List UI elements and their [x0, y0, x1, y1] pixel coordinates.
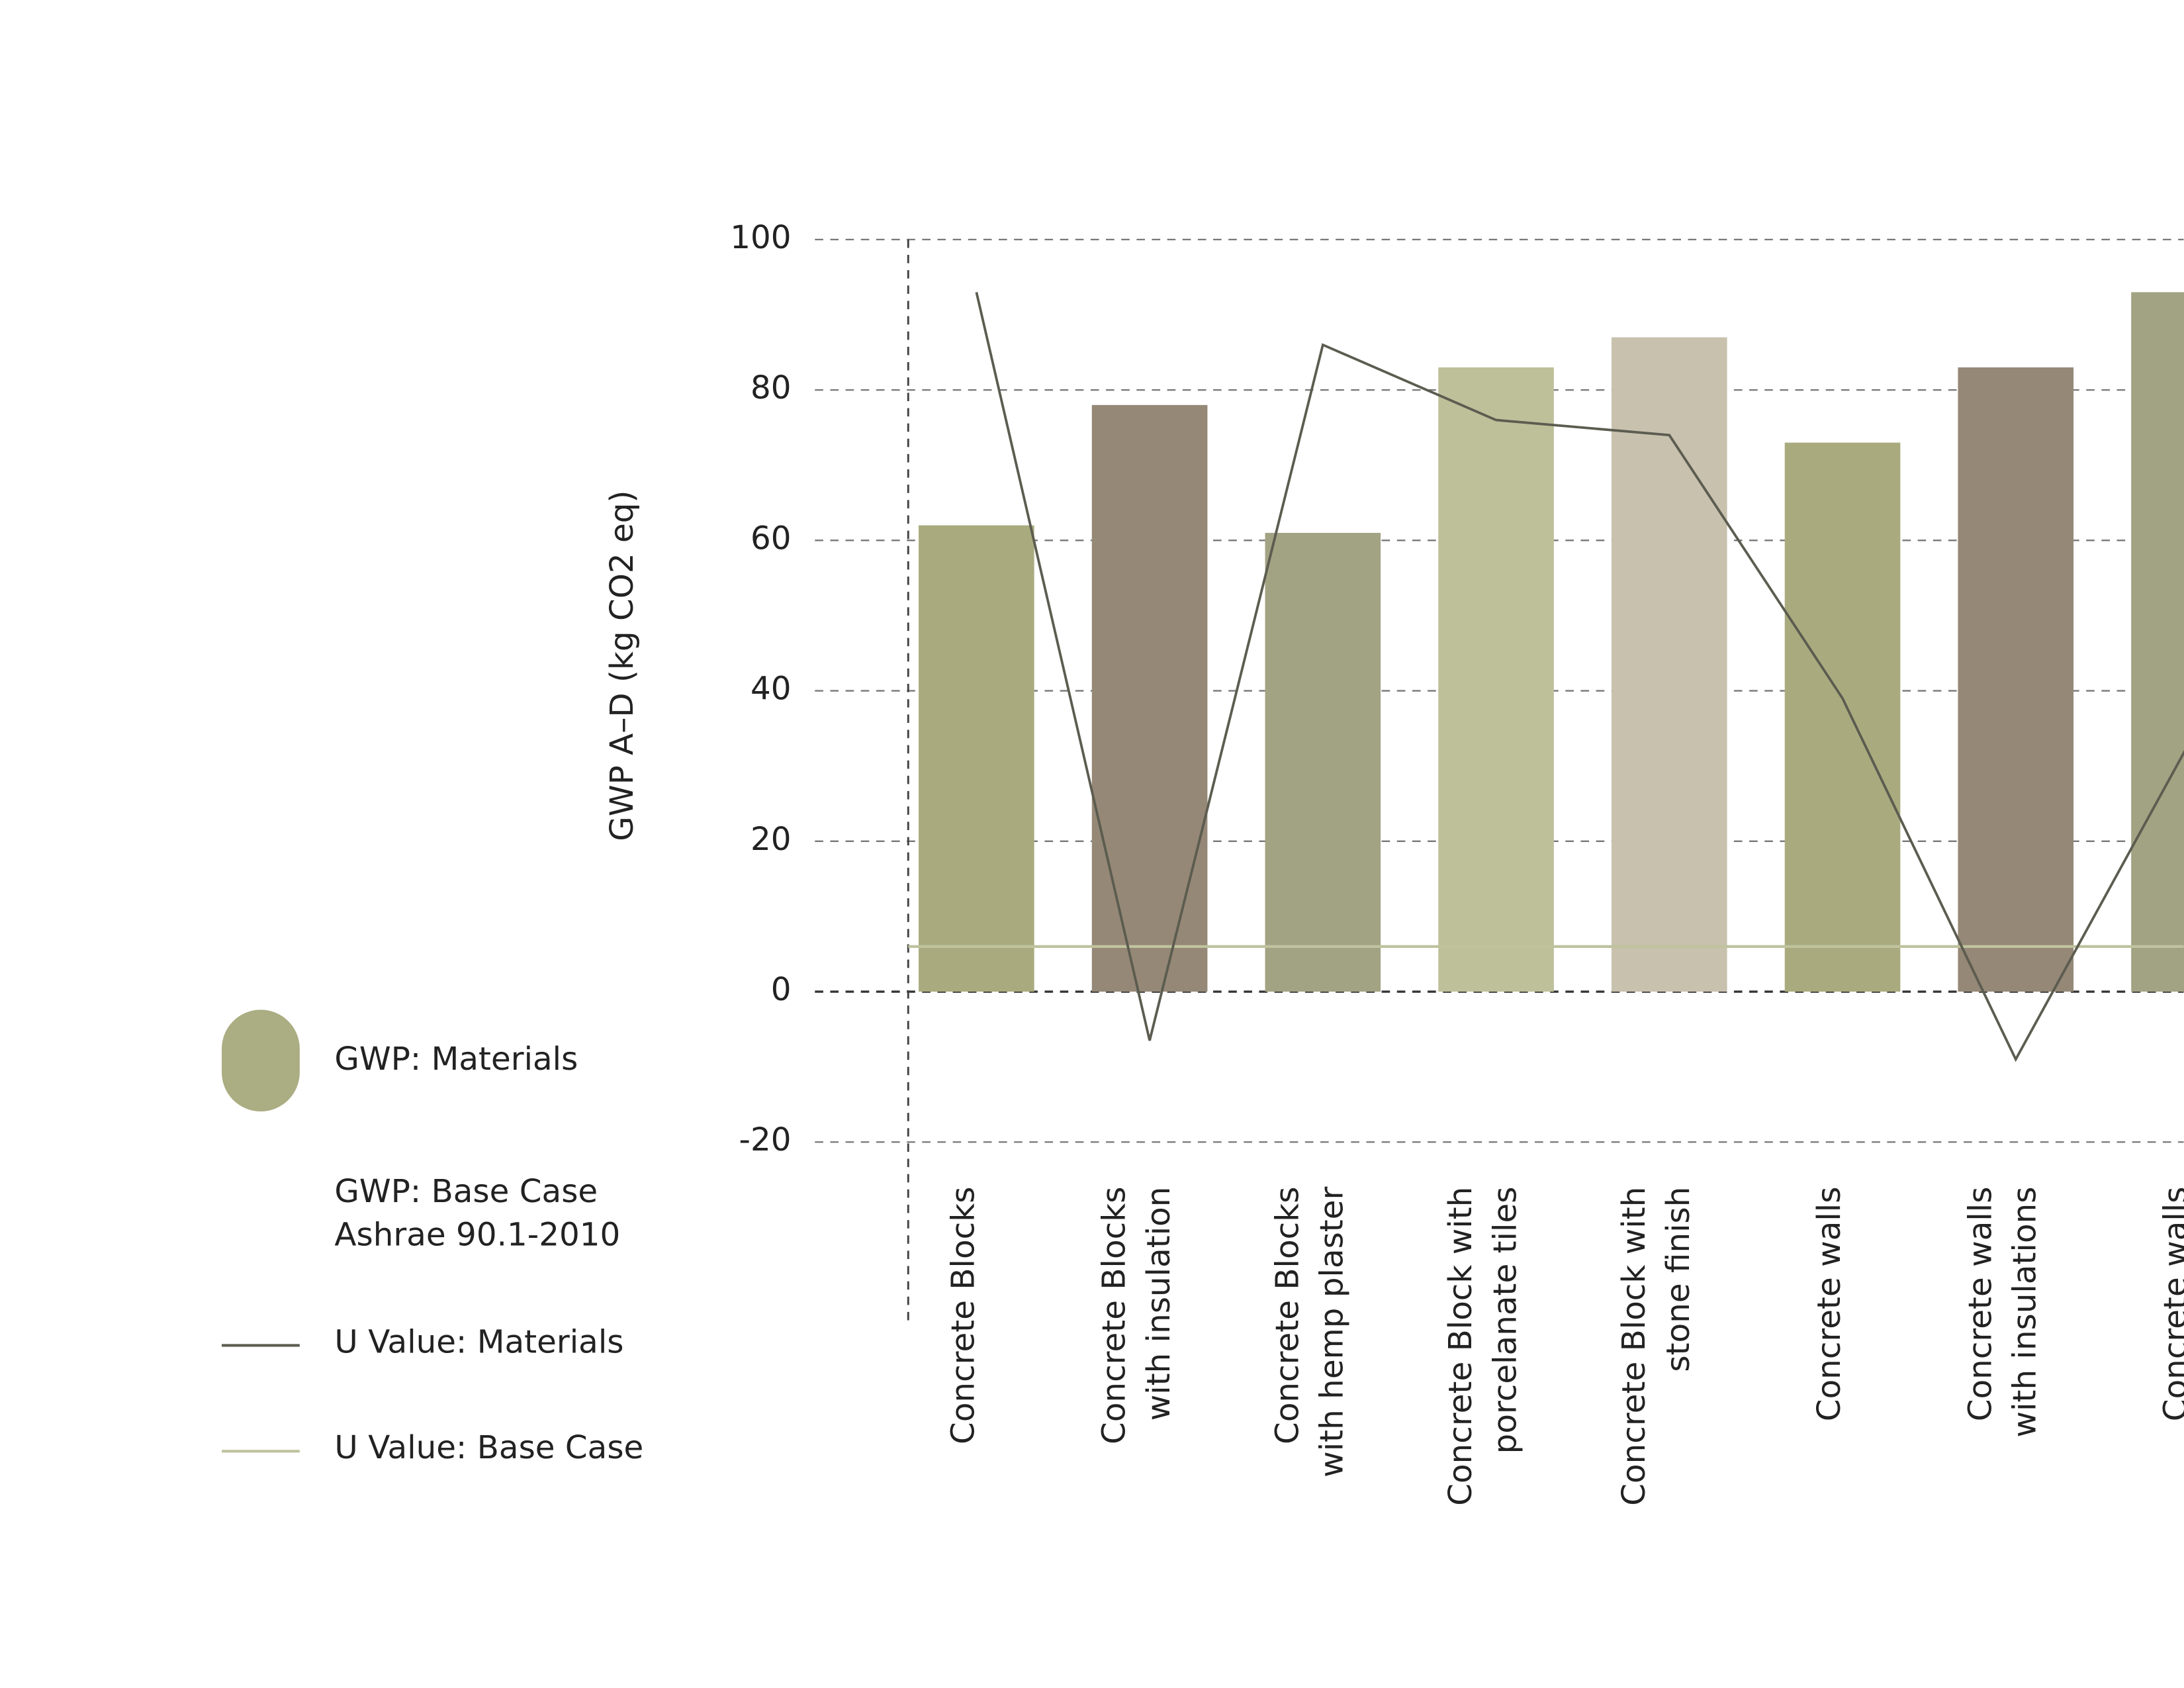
y-tick-label: 80	[751, 369, 792, 406]
x-tick-label: Concrete Block with	[1442, 1187, 1479, 1506]
x-tick-label: Concrete Blocks	[1269, 1187, 1306, 1444]
y-tick-label: 100	[730, 219, 791, 256]
y-tick-label: -20	[739, 1121, 792, 1158]
bar	[919, 525, 1034, 992]
x-tick-label: stone finish	[1660, 1187, 1697, 1372]
x-tick-label: porcelanate tiles	[1486, 1187, 1524, 1454]
legend-label: GWP: Base Case	[334, 1173, 598, 1210]
x-tick-label: Concrete walls	[2158, 1187, 2184, 1422]
bar	[1611, 337, 1727, 992]
y-tick-label: 40	[751, 671, 792, 708]
bar	[2131, 292, 2184, 992]
x-tick-label: with insulation	[1140, 1187, 1177, 1421]
legend-label: U Value: Base Case	[334, 1429, 643, 1466]
x-tick-label: Concrete Blocks	[945, 1187, 982, 1444]
bar	[1265, 532, 1381, 992]
x-tick-label: with insulations	[2007, 1187, 2044, 1438]
legend-label: GWP: Materials	[334, 1041, 578, 1078]
x-tick-label: with hemp plaster	[1314, 1186, 1351, 1477]
bar	[1958, 367, 2074, 992]
y-tick-label: 60	[751, 520, 792, 557]
x-tick-label: Concrete Block with	[1615, 1187, 1653, 1506]
y-tick-label: 0	[771, 971, 792, 1008]
x-tick-label: Concrete walls	[1962, 1187, 1999, 1422]
y-tick-label: 20	[751, 821, 792, 858]
bar	[1091, 404, 1208, 992]
legend-label: Ashrae 90.1-2010	[334, 1216, 620, 1253]
legend-swatch	[222, 1009, 300, 1111]
bar	[1438, 367, 1554, 992]
y-axis-label: GWP A–D (kg CO2 eq)	[604, 491, 641, 841]
x-tick-label: Concrete Blocks	[1096, 1187, 1133, 1444]
legend-label: U Value: Materials	[334, 1323, 623, 1360]
x-tick-label: Concrete walls	[1811, 1187, 1848, 1422]
bar	[1784, 442, 1901, 992]
line-series	[975, 291, 2184, 1062]
